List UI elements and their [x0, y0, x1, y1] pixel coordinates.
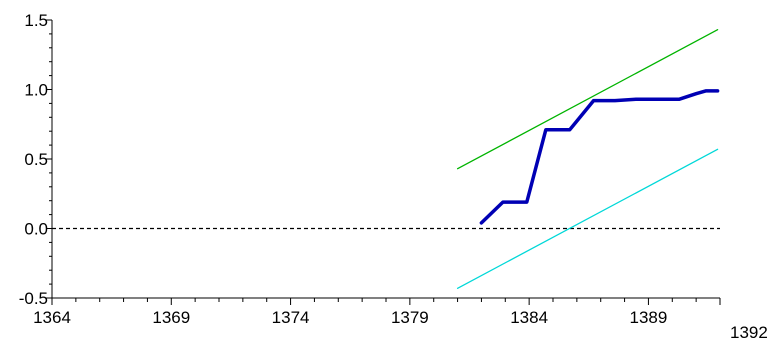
- y-tick-label: -0.5: [19, 289, 48, 308]
- series-line-3: [456, 148, 719, 289]
- x-tick-label: 1369: [152, 308, 190, 327]
- series-line-2: [479, 89, 720, 225]
- series-line-1: [456, 29, 719, 170]
- x-tick-label: 1389: [630, 308, 668, 327]
- y-tick-label: 1.0: [24, 81, 48, 100]
- y-tick-label: 0.0: [24, 220, 48, 239]
- x-tick-label: 1384: [510, 308, 548, 327]
- y-tick-label: 1.5: [24, 11, 48, 30]
- x-tick-label: 1374: [272, 308, 310, 327]
- x-tick-label: 1392: [730, 323, 768, 342]
- y-tick-label: 0.5: [24, 150, 48, 169]
- x-tick-label: 1364: [33, 308, 71, 327]
- series-layer: [52, 29, 720, 289]
- x-tick-label: 1379: [391, 308, 429, 327]
